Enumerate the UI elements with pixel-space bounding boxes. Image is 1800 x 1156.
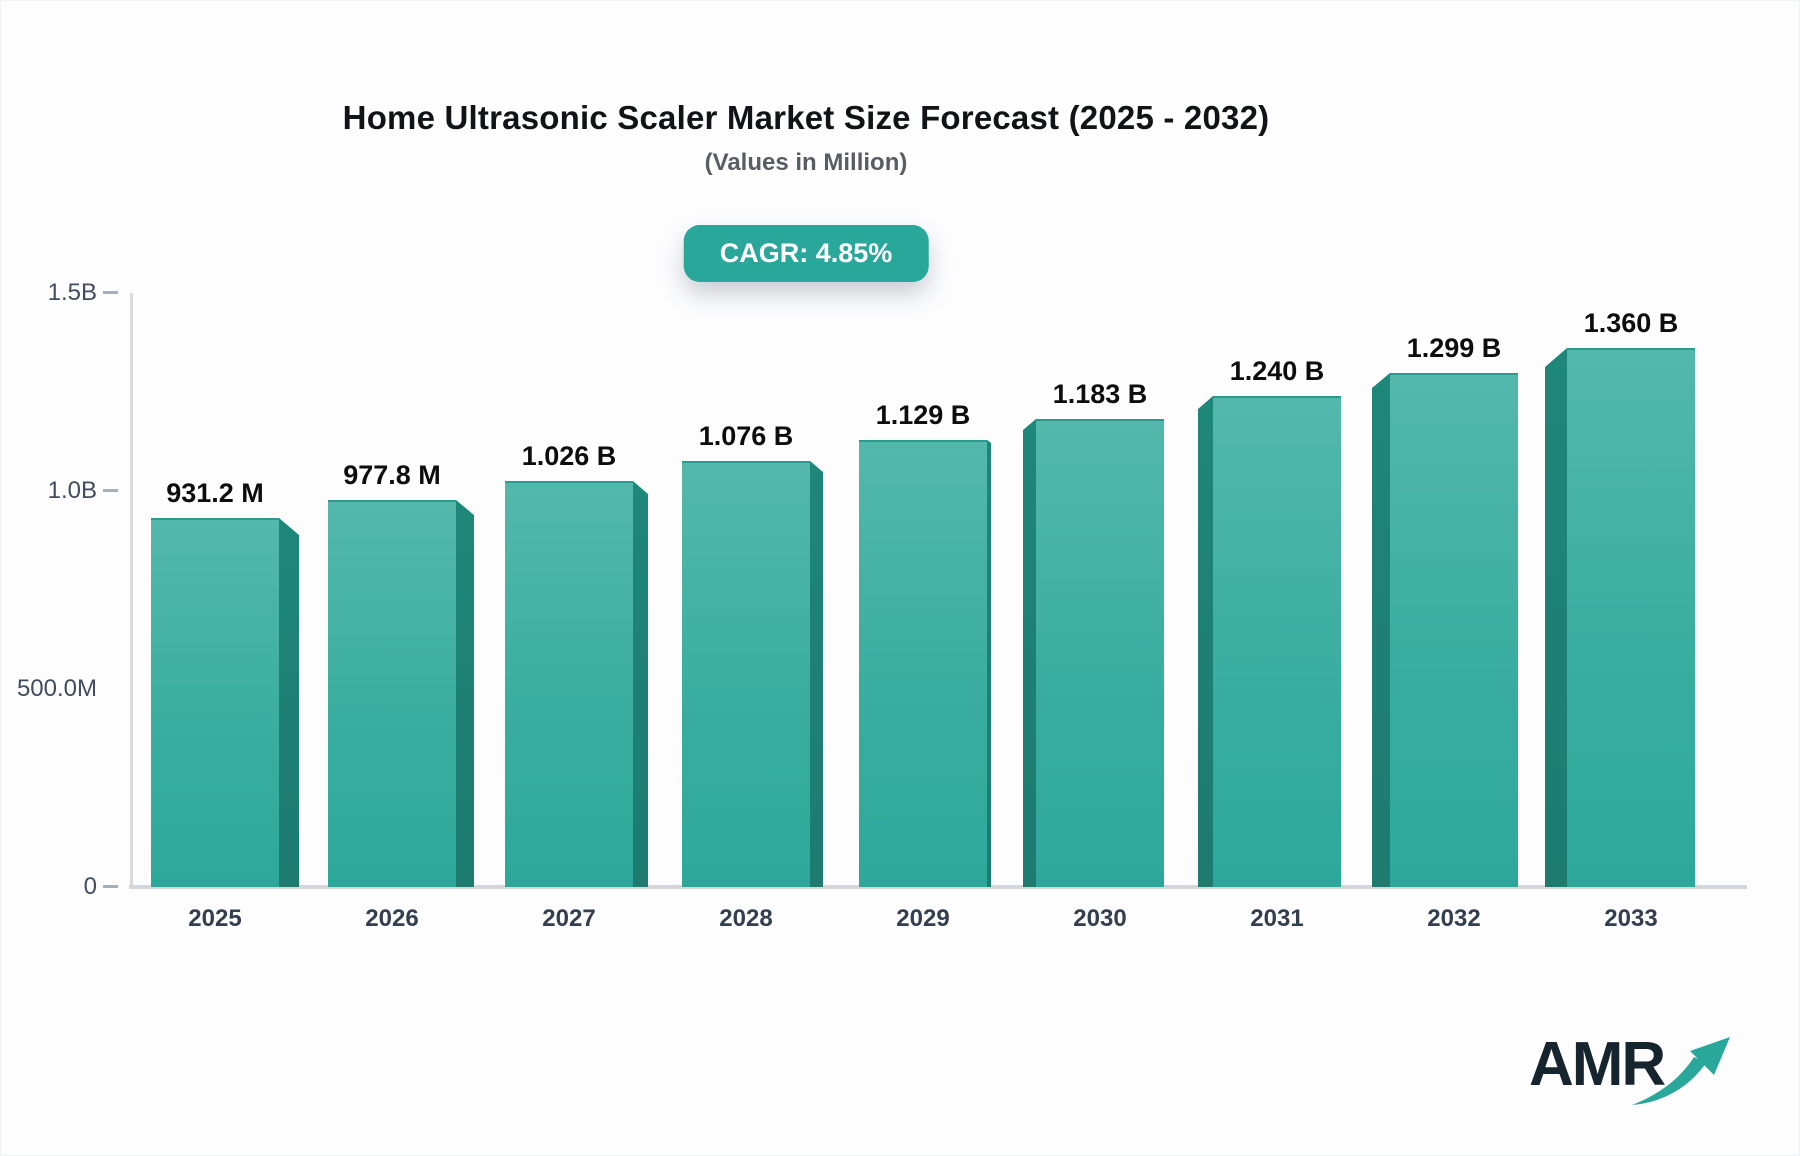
bar-value-label: 1.299 B xyxy=(1406,333,1502,363)
bar xyxy=(151,518,279,887)
bar-side-face xyxy=(987,440,991,887)
bar xyxy=(859,440,987,887)
x-axis-category-label: 2033 xyxy=(1604,905,1658,932)
x-axis-category-label: 2027 xyxy=(542,905,596,932)
y-axis-tick-mark xyxy=(103,291,118,294)
bar-side-face xyxy=(456,500,474,887)
bar-side-face xyxy=(810,461,823,887)
x-axis-category-label: 2028 xyxy=(719,905,773,932)
chart-title: Home Ultrasonic Scaler Market Size Forec… xyxy=(342,99,1270,136)
x-axis-category-label: 2026 xyxy=(365,905,419,932)
chart-subtitle: (Values in Million) xyxy=(704,149,908,176)
y-axis-tick-mark xyxy=(103,489,118,492)
bar-value-label: 1.129 B xyxy=(875,400,971,430)
bar-value-label: 1.240 B xyxy=(1229,356,1325,386)
growth-arrow-icon xyxy=(1632,1037,1731,1105)
x-axis-category-label: 2030 xyxy=(1073,905,1127,932)
bar-side-face xyxy=(633,481,648,887)
bar xyxy=(1567,348,1695,887)
x-axis-category-label: 2025 xyxy=(188,905,242,932)
bar-value-label: 1.026 B xyxy=(521,441,617,471)
amr-logo: AMR xyxy=(1529,1029,1740,1113)
bar-side-face xyxy=(1372,373,1390,887)
x-axis-category-label: 2031 xyxy=(1250,905,1304,932)
cagr-badge-label: CAGR: 4.85% xyxy=(719,238,893,268)
bar-side-face xyxy=(1198,396,1213,887)
bar-value-label: 931.2 M xyxy=(166,478,264,508)
amr-logo-text: AMR xyxy=(1529,1030,1666,1099)
y-axis-tick-label: 1.5B xyxy=(47,279,97,306)
bar-side-face xyxy=(279,518,299,887)
bar-side-face xyxy=(1545,348,1567,887)
y-axis-tick-label: 0 xyxy=(83,873,97,900)
y-axis-line xyxy=(130,293,133,887)
bar-value-label: 1.360 B xyxy=(1583,308,1679,338)
y-axis-tick-label: 1.0B xyxy=(47,477,97,504)
bar-value-label: 1.076 B xyxy=(698,421,794,451)
x-axis-baseline xyxy=(129,885,1747,889)
y-axis-tick-mark xyxy=(103,885,118,888)
y-axis-tick-label: 500.0M xyxy=(16,675,97,702)
bar xyxy=(505,481,633,887)
bar xyxy=(682,461,810,887)
bar xyxy=(328,500,456,887)
bar xyxy=(1213,396,1341,887)
cagr-badge: CAGR: 4.85% xyxy=(683,225,929,282)
x-axis-category-label: 2029 xyxy=(896,905,950,932)
bar-side-face xyxy=(1023,419,1036,887)
x-axis-category-label: 2032 xyxy=(1427,905,1481,932)
bar xyxy=(1036,419,1164,887)
bar-value-label: 977.8 M xyxy=(343,460,441,490)
bar xyxy=(1390,373,1518,887)
bar-value-label: 1.183 B xyxy=(1052,379,1148,409)
